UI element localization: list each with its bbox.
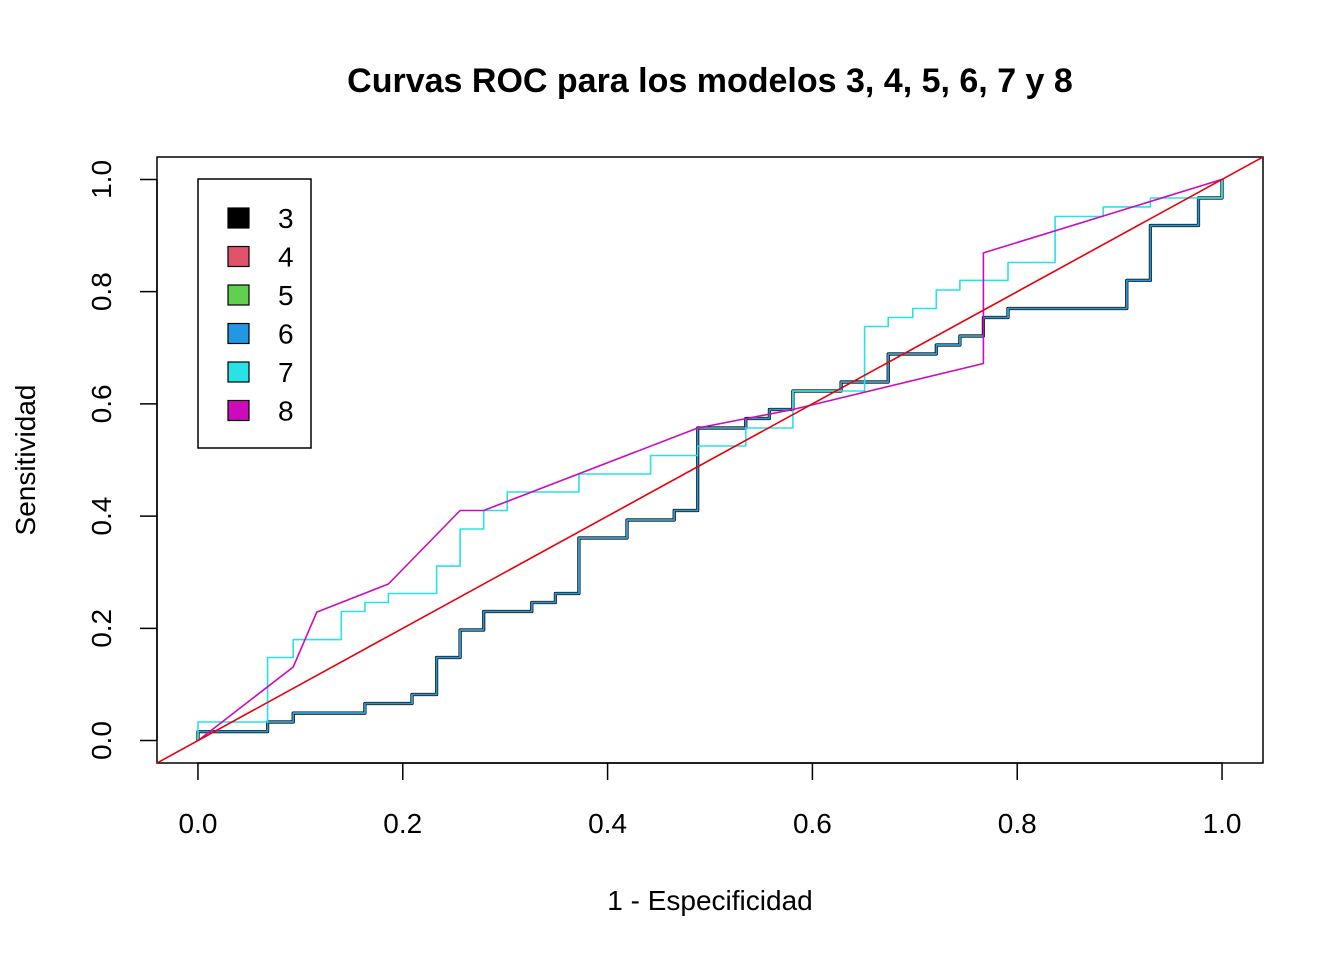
- legend-label-3: 3: [278, 203, 294, 234]
- chart-title: Curvas ROC para los modelos 3, 4, 5, 6, …: [347, 62, 1073, 100]
- x-tick-label: 0.0: [178, 808, 217, 839]
- series-line-8: [197, 178, 1223, 742]
- legend-swatch-4: [227, 245, 250, 268]
- series-lines: [157, 157, 1263, 763]
- x-tick-label: 0.6: [793, 808, 832, 839]
- legend-label-4: 4: [278, 242, 294, 273]
- legend-label-6: 6: [278, 319, 294, 350]
- reference-diagonal: [157, 157, 1263, 763]
- legend-swatch-5: [227, 284, 250, 306]
- x-tick-label: 0.2: [383, 808, 422, 839]
- y-tick-label: 0.2: [86, 609, 117, 648]
- legend-label-7: 7: [278, 357, 294, 388]
- legend-swatch-7: [227, 361, 250, 383]
- y-tick-label: 0.4: [86, 497, 117, 536]
- series-line-7: [197, 179, 1223, 741]
- series-line-6: [197, 179, 1223, 741]
- legend-label-5: 5: [278, 280, 294, 311]
- y-tick-label: 0.6: [86, 384, 117, 423]
- y-tick-label: 0.8: [86, 272, 117, 311]
- x-tick-label: 0.8: [998, 808, 1037, 839]
- x-axis-label: 1 - Especificidad: [607, 885, 812, 916]
- y-tick-label: 0.0: [86, 721, 117, 760]
- y-axis: 0.0 0.2 0.4 0.6 0.8 1.0: [86, 160, 158, 760]
- legend-swatch-3: [227, 207, 250, 229]
- legend: 3 4 5 6 7 8: [197, 178, 312, 449]
- x-tick-label: 0.4: [588, 808, 627, 839]
- legend-box: [197, 178, 312, 449]
- x-axis: 0.0 0.2 0.4 0.6 0.8 1.0: [178, 762, 1242, 839]
- legend-swatch-8: [227, 399, 250, 422]
- legend-label-8: 8: [278, 396, 294, 427]
- legend-swatch-6: [227, 322, 250, 345]
- x-tick-label: 1.0: [1203, 808, 1242, 839]
- y-axis-label: Sensitividad: [10, 385, 41, 536]
- y-tick-label: 1.0: [86, 160, 117, 199]
